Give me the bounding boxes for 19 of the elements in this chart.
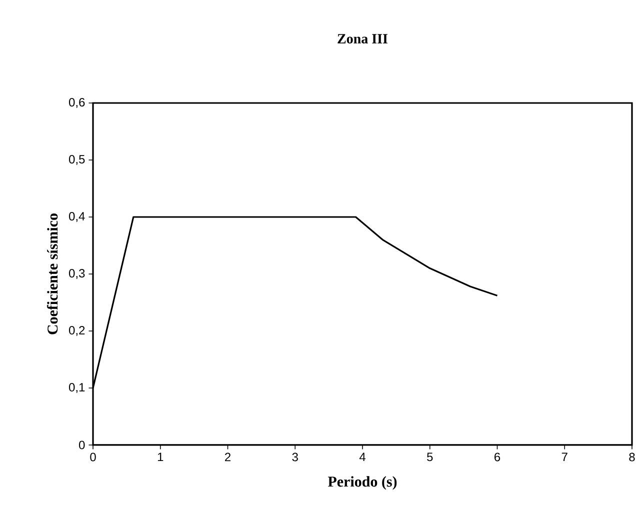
x-tick-label: 7	[562, 452, 568, 462]
x-axis-title: Periodo (s)	[328, 476, 397, 490]
y-tick-label: 0,2	[68, 326, 85, 336]
x-tick-label: 8	[629, 452, 635, 462]
x-tick-label: 5	[427, 452, 433, 462]
y-tick-label: 0,3	[68, 269, 85, 279]
x-tick-label: 6	[494, 452, 500, 462]
x-tick-label: 1	[158, 452, 164, 462]
x-tick-label: 3	[292, 452, 298, 462]
x-tick-label: 2	[225, 452, 230, 462]
x-tick-label: 4	[359, 452, 366, 462]
x-tick-label: 0	[90, 452, 96, 462]
y-tick-label: 0,1	[68, 383, 85, 393]
y-tick-label: 0,6	[68, 98, 85, 108]
chart-title: Zona III	[338, 34, 388, 44]
y-axis-title: Coeficiente sísmico	[46, 214, 58, 334]
y-tick-label: 0,4	[68, 212, 85, 222]
y-tick-label: 0,5	[68, 155, 85, 165]
y-tick-label: 0	[79, 440, 85, 450]
